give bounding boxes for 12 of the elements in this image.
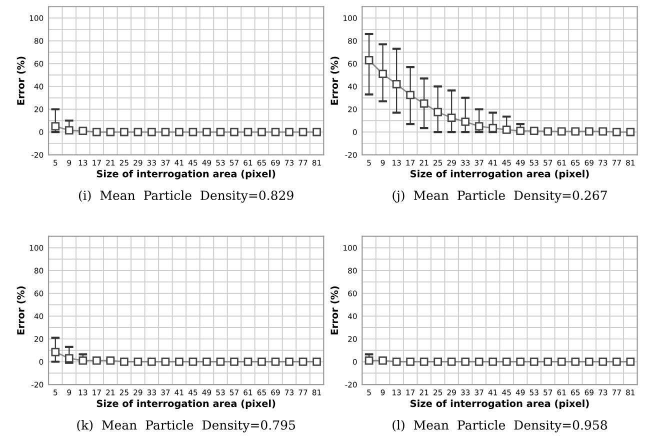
y-axis-title: Error (%) xyxy=(16,56,26,105)
text: (j) Mean Particle Density=0.267 xyxy=(392,190,607,203)
x-axis-title: Size of interrogation area (pixel) xyxy=(410,400,589,410)
x-axis-title: Size of interrogation area (pixel) xyxy=(96,170,276,180)
y-axis-title: Error (%) xyxy=(16,286,26,334)
text: (i) Mean Particle Density=0.829 xyxy=(78,190,294,203)
x-axis-title: Size of interrogation area (pixel) xyxy=(96,400,276,410)
text: (k) Mean Particle Density=0.795 xyxy=(77,420,296,432)
x-axis-title: Size of interrogation area (pixel) xyxy=(410,170,589,180)
y-axis-title: Error (%) xyxy=(330,286,340,334)
y-axis-title: Error (%) xyxy=(330,56,340,105)
text: (l) Mean Particle Density=0.958 xyxy=(392,420,607,432)
